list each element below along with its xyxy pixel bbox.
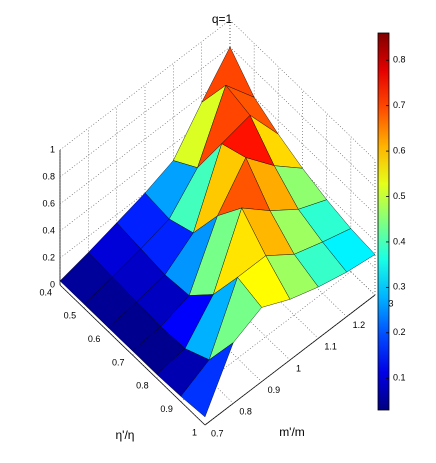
colorbar-tick-label: 0.3 <box>393 282 406 292</box>
y-tick-label: 0.9 <box>268 385 281 395</box>
colorbar-tick-label: 0.2 <box>393 327 406 337</box>
y-tick-label: 0.8 <box>239 407 252 417</box>
y-tick-label: 0.7 <box>211 428 224 438</box>
x-tick-label: 0.6 <box>88 334 101 344</box>
grid-line <box>229 46 376 188</box>
colorbar-tick-label: 0.6 <box>393 145 406 155</box>
grid-line <box>59 284 206 426</box>
z-tick-label: 0.6 <box>42 198 55 208</box>
y-tick-label: 1 <box>296 363 301 373</box>
z-tick-label: 1 <box>50 144 55 154</box>
colorbar-tick-label: 0.7 <box>393 100 406 110</box>
colorbar-tick-label: 0.4 <box>393 236 406 246</box>
z-tick-label: 0.4 <box>42 225 55 235</box>
x-tick-label: 1 <box>192 427 197 437</box>
x-tick-label: 0.5 <box>64 311 77 321</box>
x-tick-label: 0.7 <box>112 357 125 367</box>
grid-line <box>229 19 376 161</box>
z-tick-label: 0.8 <box>42 171 55 181</box>
x-tick-label: 0.4 <box>39 287 52 297</box>
y-tick-label: 1.2 <box>353 320 366 330</box>
colorbar-tick-label: 0.1 <box>393 373 406 383</box>
surface-patch <box>180 342 234 418</box>
y-tick-label: 1.1 <box>324 342 337 352</box>
y-axis-label: m'/m <box>279 425 305 439</box>
colorbar-tick-label: 0.5 <box>393 191 406 201</box>
x-tick-label: 0.9 <box>160 404 173 414</box>
z-tick-label: 0 <box>50 279 55 289</box>
z-tick-label: 0.2 <box>42 252 55 262</box>
colorbar <box>377 32 390 411</box>
surface <box>59 46 376 418</box>
x-tick-label: 0.8 <box>136 381 149 391</box>
chart-title: q=1 <box>212 12 233 26</box>
colorbar-tick-label: 0.8 <box>393 55 406 65</box>
x-axis-label: η'/η <box>116 428 135 442</box>
